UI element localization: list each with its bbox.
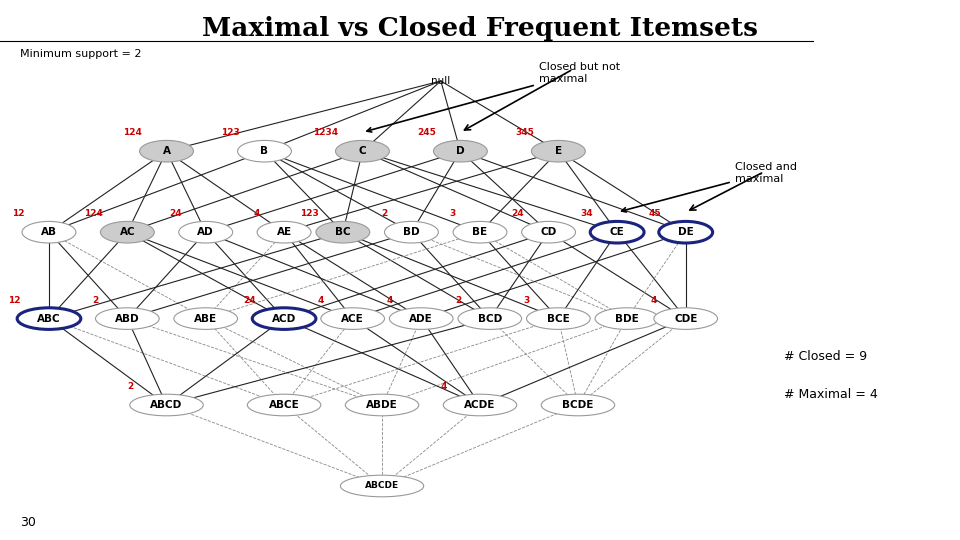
Ellipse shape [526,308,590,329]
Text: Maximal vs Closed Frequent Itemsets: Maximal vs Closed Frequent Itemsets [202,16,758,41]
Text: ABC: ABC [37,314,60,323]
Text: ADE: ADE [409,314,433,323]
Text: BE: BE [472,227,488,237]
Text: ABCE: ABCE [269,400,300,410]
Text: BCDE: BCDE [563,400,593,410]
Ellipse shape [252,308,316,329]
Text: 4: 4 [318,295,324,305]
Ellipse shape [595,308,659,329]
Text: BDE: BDE [615,314,638,323]
Ellipse shape [130,394,204,416]
Text: BCE: BCE [547,314,569,323]
Text: ACD: ACD [272,314,297,323]
Ellipse shape [390,308,453,329]
Ellipse shape [257,221,311,243]
Text: 2: 2 [455,295,461,305]
Text: 4: 4 [651,295,657,305]
Text: E: E [555,146,562,156]
Text: 34: 34 [580,209,593,218]
Text: ABE: ABE [194,314,217,323]
Text: 3: 3 [449,209,456,218]
Text: 2: 2 [92,295,99,305]
Ellipse shape [17,308,81,329]
Text: 3: 3 [523,295,530,305]
Text: ABCD: ABCD [151,400,182,410]
Text: 345: 345 [516,128,534,137]
Ellipse shape [434,140,488,162]
Text: 124: 124 [84,209,103,218]
Ellipse shape [444,394,516,416]
Text: 123: 123 [300,209,319,218]
Text: 245: 245 [418,128,436,137]
Text: Closed and
maximal: Closed and maximal [622,162,797,212]
Text: 12: 12 [12,209,25,218]
Ellipse shape [590,221,644,243]
Text: Minimum support = 2: Minimum support = 2 [19,49,141,59]
Ellipse shape [453,221,507,243]
Ellipse shape [346,394,419,416]
Text: AB: AB [41,227,57,237]
Text: BCD: BCD [478,314,502,323]
Text: BC: BC [335,227,350,237]
Text: 1234: 1234 [313,128,338,137]
Text: C: C [359,146,367,156]
Ellipse shape [101,221,155,243]
Text: 24: 24 [512,209,524,218]
Text: BD: BD [403,227,420,237]
Text: Closed but not
maximal: Closed but not maximal [367,62,620,132]
Text: 24: 24 [169,209,181,218]
Ellipse shape [458,308,521,329]
Ellipse shape [385,221,439,243]
Ellipse shape [335,140,390,162]
Text: ABDE: ABDE [366,400,397,410]
Text: 2: 2 [381,209,387,218]
Text: 4: 4 [441,382,447,391]
Ellipse shape [248,394,321,416]
Text: DE: DE [678,227,693,237]
Text: # Closed = 9: # Closed = 9 [783,350,867,363]
Text: 124: 124 [124,128,142,137]
Text: ABD: ABD [115,314,139,323]
Text: CE: CE [610,227,625,237]
Text: ACDE: ACDE [465,400,495,410]
Ellipse shape [321,308,385,329]
Text: AD: AD [198,227,214,237]
Ellipse shape [341,475,423,497]
Text: 12: 12 [8,295,20,305]
Text: 24: 24 [243,295,255,305]
Text: null: null [431,76,450,86]
Ellipse shape [659,221,712,243]
Text: 123: 123 [222,128,240,137]
Text: AC: AC [120,227,135,237]
Ellipse shape [22,221,76,243]
Text: 45: 45 [649,209,661,218]
Text: D: D [456,146,465,156]
Text: B: B [260,146,269,156]
Ellipse shape [95,308,159,329]
Text: A: A [162,146,171,156]
Text: 4: 4 [253,209,260,218]
Ellipse shape [179,221,232,243]
Ellipse shape [654,308,717,329]
Ellipse shape [316,221,370,243]
Text: ABCDE: ABCDE [365,482,399,490]
Text: CDE: CDE [674,314,697,323]
Text: CD: CD [540,227,557,237]
Ellipse shape [521,221,575,243]
Ellipse shape [174,308,237,329]
Text: AE: AE [276,227,292,237]
Ellipse shape [237,140,292,162]
Text: # Maximal = 4: # Maximal = 4 [783,388,877,401]
Ellipse shape [541,394,614,416]
Text: 4: 4 [386,295,393,305]
Text: 2: 2 [128,382,133,391]
Ellipse shape [139,140,194,162]
Text: ACE: ACE [341,314,364,323]
Text: 30: 30 [19,516,36,529]
Ellipse shape [532,140,586,162]
